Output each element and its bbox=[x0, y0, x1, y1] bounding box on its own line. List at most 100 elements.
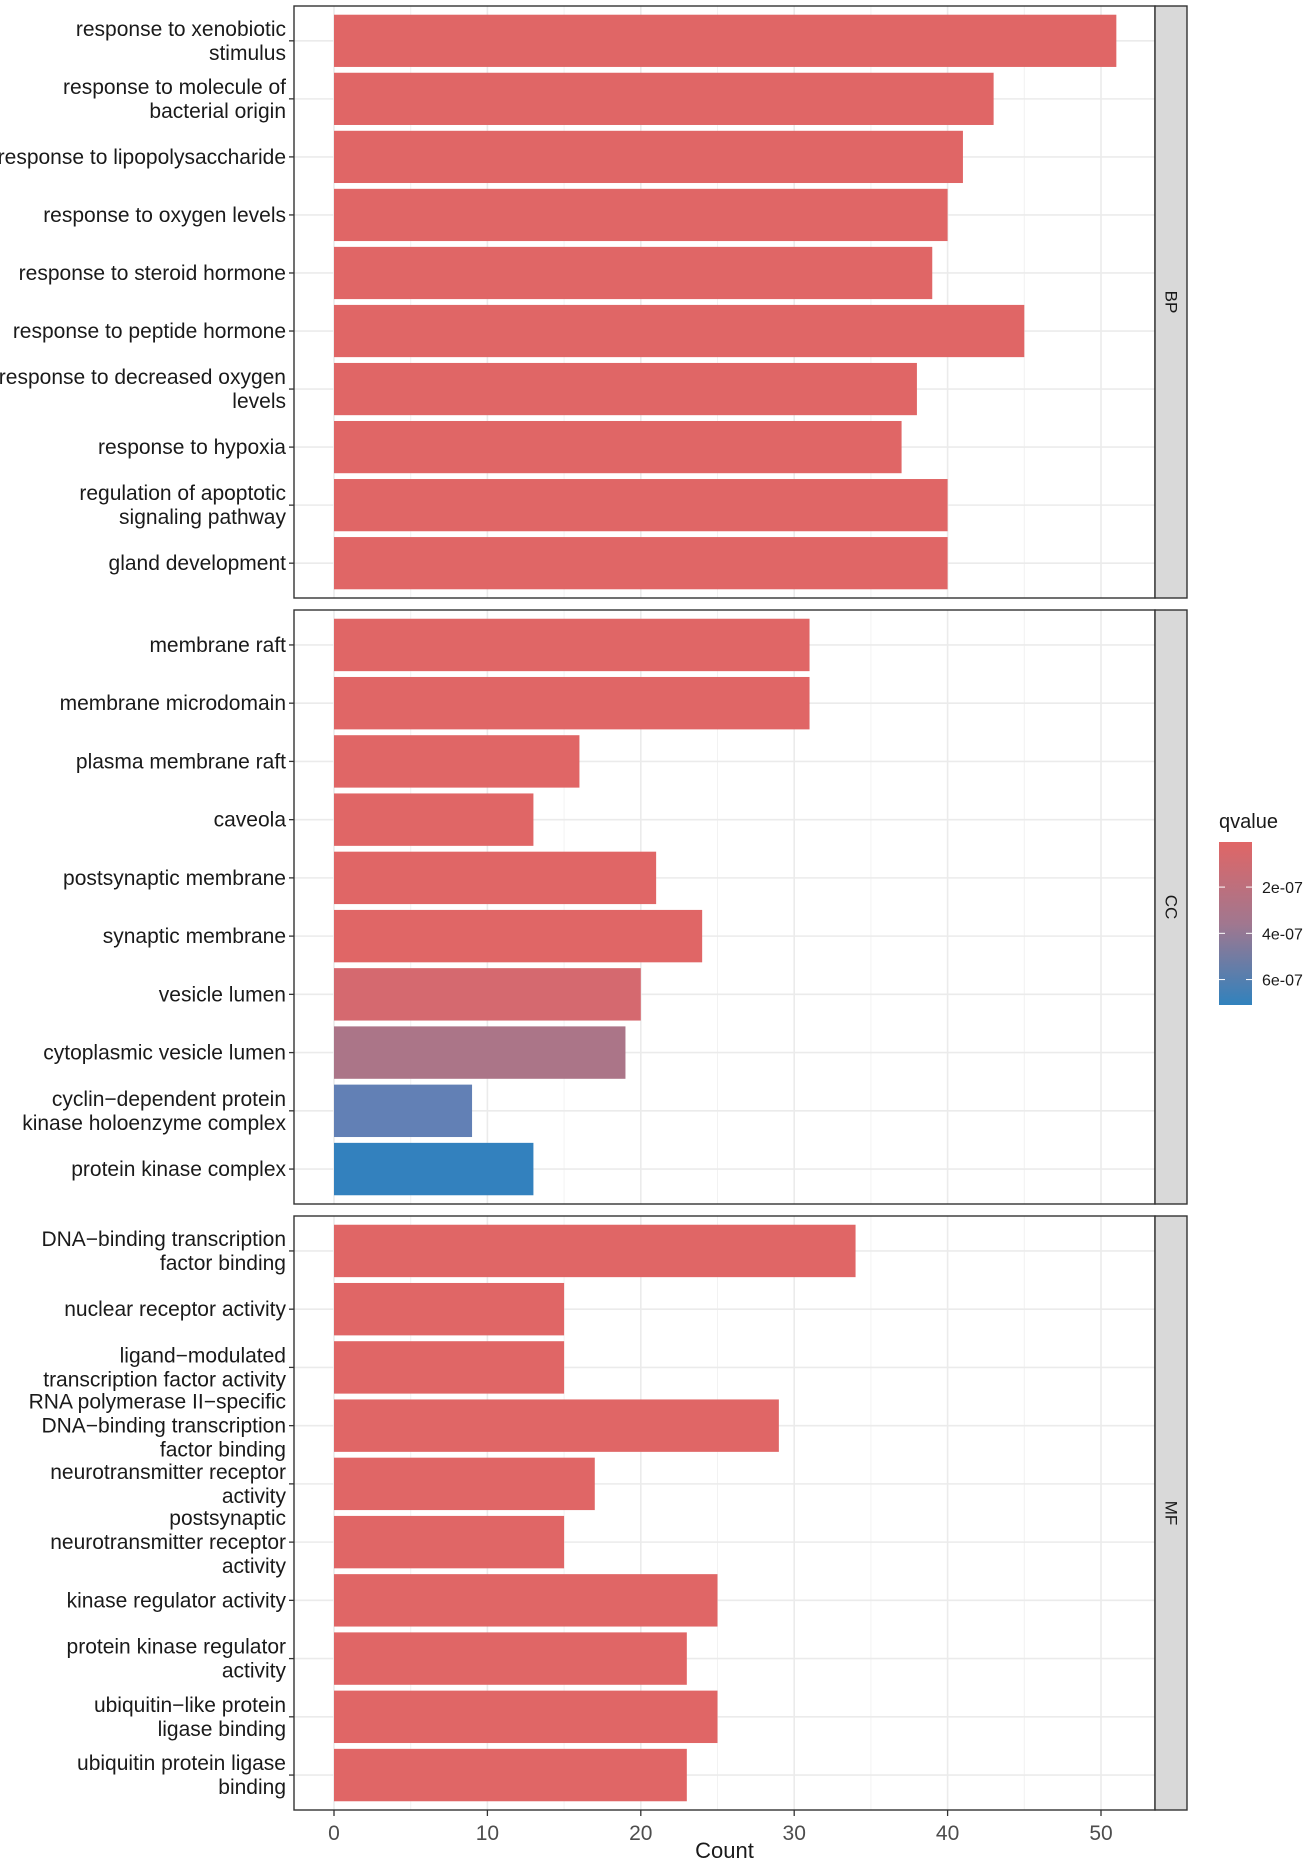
facet-strip bbox=[1154, 5, 1188, 599]
category-label-line: postsynaptic bbox=[169, 1507, 286, 1530]
bar bbox=[334, 968, 641, 1021]
x-axis-title: Count bbox=[695, 1838, 754, 1863]
category-label-line: cytoplasmic vesicle lumen bbox=[43, 1042, 286, 1065]
category-label: vesicle lumen bbox=[159, 983, 286, 1006]
bar bbox=[334, 246, 933, 300]
bar bbox=[334, 304, 1025, 358]
facet-strip-label: CC bbox=[1162, 895, 1181, 920]
category-label-line: kinase regulator activity bbox=[67, 1589, 287, 1612]
category-label: cytoplasmic vesicle lumen bbox=[43, 1042, 286, 1065]
facet-panel-bp: response to xenobiotic stimulus response t… bbox=[0, 5, 1188, 599]
category-label: postsynaptic neurotransmitter receptor act… bbox=[50, 1507, 286, 1578]
legend-title: qvalue bbox=[1219, 811, 1278, 833]
category-label-line: response to decreased oxygen bbox=[0, 366, 286, 389]
category-label: plasma membrane raft bbox=[76, 750, 286, 773]
bar bbox=[334, 1574, 718, 1627]
category-label-line: neurotransmitter receptor bbox=[50, 1461, 286, 1484]
category-label: kinase regulator activity bbox=[67, 1589, 287, 1612]
category-label-line: plasma membrane raft bbox=[76, 750, 286, 773]
category-label-line: binding bbox=[218, 1776, 286, 1799]
category-label-line: protein kinase complex bbox=[71, 1158, 286, 1181]
category-label: protein kinase regulator activity bbox=[67, 1636, 287, 1683]
bar bbox=[334, 130, 963, 184]
category-label-line: DNA−binding transcription bbox=[41, 1415, 286, 1438]
facet-strip-label: BP bbox=[1162, 291, 1181, 314]
category-label-line: vesicle lumen bbox=[159, 983, 286, 1006]
category-label-line: kinase holoenzyme complex bbox=[22, 1112, 286, 1135]
category-label-line: ligase binding bbox=[158, 1718, 286, 1741]
bar bbox=[334, 1341, 565, 1394]
category-label-line: response to peptide hormone bbox=[13, 320, 286, 343]
category-label-line: postsynaptic membrane bbox=[63, 867, 286, 890]
category-label-line: protein kinase regulator bbox=[67, 1636, 286, 1659]
bar bbox=[334, 537, 948, 590]
category-label: response to steroid hormone bbox=[19, 262, 286, 285]
category-label-line: regulation of apoptotic bbox=[79, 482, 286, 505]
category-label: synaptic membrane bbox=[103, 925, 286, 948]
x-tick-label: 30 bbox=[783, 1822, 806, 1845]
bar bbox=[334, 1632, 687, 1685]
category-label-line: DNA−binding transcription bbox=[41, 1228, 286, 1251]
category-label-line: factor binding bbox=[160, 1439, 286, 1462]
category-label-line: caveola bbox=[214, 809, 287, 832]
category-label-line: cyclin−dependent protein bbox=[52, 1088, 286, 1111]
category-label: ligand−modulated transcription factor act… bbox=[43, 1344, 286, 1391]
category-label-line: membrane raft bbox=[149, 634, 286, 657]
bar bbox=[334, 909, 703, 963]
bar bbox=[334, 618, 810, 672]
bar bbox=[334, 1026, 626, 1079]
bar bbox=[334, 14, 1117, 67]
category-label-line: response to hypoxia bbox=[98, 436, 286, 459]
category-label: response to hypoxia bbox=[98, 436, 286, 459]
bar bbox=[334, 479, 948, 532]
category-label-line: membrane microdomain bbox=[60, 692, 286, 715]
category-label: protein kinase complex bbox=[71, 1158, 286, 1181]
category-label: neurotransmitter receptor activity bbox=[50, 1461, 286, 1508]
bar bbox=[334, 793, 534, 846]
category-label-line: synaptic membrane bbox=[103, 925, 286, 948]
category-label-line: stimulus bbox=[209, 42, 286, 65]
category-label-line: response to xenobiotic bbox=[76, 18, 286, 41]
bar bbox=[334, 1084, 473, 1138]
x-tick-label: 50 bbox=[1089, 1822, 1112, 1845]
bar bbox=[334, 420, 902, 474]
bar bbox=[334, 1515, 565, 1569]
facet-panel-mf: DNA−binding transcription factor bindingn… bbox=[29, 1215, 1188, 1811]
category-label-line: neurotransmitter receptor bbox=[50, 1531, 286, 1554]
category-label-line: transcription factor activity bbox=[43, 1368, 286, 1391]
facet-strip-label: MF bbox=[1162, 1501, 1181, 1526]
category-label: cyclin−dependent protein kinase holoenzym… bbox=[22, 1088, 286, 1135]
category-label-line: activity bbox=[222, 1555, 287, 1578]
category-label-line: activity bbox=[222, 1485, 287, 1508]
category-label-line: RNA polymerase II−specific bbox=[29, 1391, 286, 1414]
category-label: response to peptide hormone bbox=[13, 320, 286, 343]
legend-tick-label: 6e-07 bbox=[1262, 973, 1303, 990]
category-label-line: response to lipopolysaccharide bbox=[0, 146, 286, 169]
category-label: DNA−binding transcription factor binding bbox=[41, 1228, 286, 1275]
category-label: ubiquitin protein ligase binding bbox=[77, 1752, 286, 1799]
category-label-line: bacterial origin bbox=[149, 100, 286, 123]
category-label: ubiquitin−like protein ligase binding bbox=[94, 1694, 286, 1741]
bar bbox=[334, 851, 657, 905]
category-label: caveola bbox=[214, 809, 287, 832]
bar bbox=[334, 1224, 856, 1278]
category-label-line: activity bbox=[222, 1660, 287, 1683]
bar bbox=[334, 188, 948, 242]
category-label-line: gland development bbox=[109, 552, 287, 575]
category-label: gland development bbox=[109, 552, 287, 575]
category-label: response to molecule of bacterial origin bbox=[63, 76, 286, 123]
bar bbox=[334, 362, 917, 416]
facet-panel-cc: membrane raft membrane microdomain plasma … bbox=[22, 609, 1188, 1205]
x-tick-label: 0 bbox=[328, 1822, 340, 1845]
category-label: RNA polymerase II−specific DNA−binding tr… bbox=[29, 1391, 286, 1462]
category-label-line: levels bbox=[232, 390, 286, 413]
legend-tick-label: 2e-07 bbox=[1262, 880, 1303, 897]
x-tick-label: 20 bbox=[629, 1822, 652, 1845]
category-label: response to oxygen levels bbox=[43, 204, 286, 227]
category-label-line: response to oxygen levels bbox=[43, 204, 286, 227]
category-label-line: response to molecule of bbox=[63, 76, 286, 99]
bar bbox=[334, 735, 580, 788]
category-label: regulation of apoptotic signaling pathway bbox=[79, 482, 286, 529]
category-label-line: ligand−modulated bbox=[120, 1344, 286, 1367]
